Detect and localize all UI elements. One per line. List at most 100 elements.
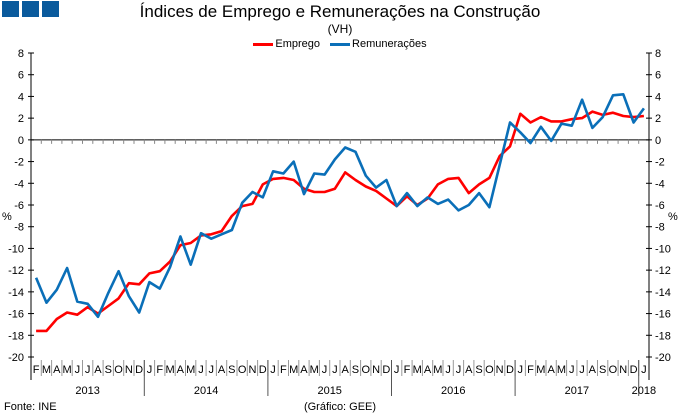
y-tick-label-right: -8 [655,222,665,234]
y-tick-label-left: -6 [14,200,24,212]
legend-swatch [330,43,351,46]
month-label: F [527,364,534,376]
y-tick-label-right: 4 [655,91,661,103]
month-label: S [352,364,359,376]
y-tick-label-right: -16 [655,309,671,321]
legend-swatch [253,43,274,46]
year-label: 2016 [441,385,465,397]
y-tick-label-left: -18 [8,330,24,342]
y-tick-label-left: 0 [18,135,24,147]
month-label: M [186,364,195,376]
y-tick-label-right: 8 [655,48,661,60]
chart-title: Índices de Emprego e Remunerações na Con… [139,2,541,21]
y-axis-label-right: % [668,211,678,223]
year-label: 2015 [317,385,341,397]
y-tick-label-left: 4 [18,91,24,103]
legend-label: Remunerações [352,38,427,50]
month-label: M [433,364,442,376]
month-label: S [228,364,235,376]
month-label: J [198,364,204,376]
y-tick-label-right: -20 [655,352,671,364]
month-label: J [322,364,328,376]
month-label: D [135,364,143,376]
year-label: 2018 [632,385,656,397]
month-label: J [209,364,215,376]
month-label: J [456,364,462,376]
y-tick-label-right: -18 [655,330,671,342]
logo-square [2,1,19,17]
month-label: A [465,364,473,376]
series-line-emprego [36,110,645,333]
month-label: M [62,364,71,376]
legend-item-emprego: Emprego [253,38,320,51]
legend-item-remuneracoes: Remunerações [330,38,427,51]
y-tick-label-right: -12 [655,265,671,277]
month-label: N [372,364,380,376]
y-tick-label-right: 2 [655,113,661,125]
month-label: S [105,364,112,376]
month-label: M [289,364,298,376]
month-label: J [85,364,91,376]
month-label: O [361,364,370,376]
series-line-remuneraes [34,93,645,319]
month-label: M [165,364,174,376]
y-tick-label-left: -8 [14,222,24,234]
month-label: D [259,364,267,376]
month-label: A [218,364,226,376]
month-label: A [341,364,349,376]
y-tick-label-right: -14 [655,287,671,299]
year-label: 2017 [565,385,589,397]
y-tick-label-left: -20 [8,352,24,364]
month-label: O [485,364,494,376]
month-label: N [248,364,256,376]
month-label: A [300,364,308,376]
y-tick-label-left: -12 [8,265,24,277]
month-label: A [424,364,432,376]
month-label: M [413,364,422,376]
month-label: D [382,364,390,376]
month-label: M [557,364,566,376]
y-tick-label-left: -2 [14,157,24,169]
month-label: O [609,364,618,376]
y-tick-label-right: -10 [655,243,671,255]
month-label: D [506,364,514,376]
y-tick-label-right: 6 [655,70,661,82]
month-label: J [518,364,524,376]
month-label: O [238,364,247,376]
y-tick-label-left: 6 [18,70,24,82]
month-label: N [619,364,627,376]
y-tick-label-left: -4 [14,178,24,190]
month-label: J [579,364,585,376]
month-label: M [42,364,51,376]
y-tick-label-left: -14 [8,287,24,299]
y-tick-label-right: -4 [655,178,665,190]
month-label: S [599,364,606,376]
legend: Emprego Remunerações [0,38,680,51]
year-label: 2013 [75,385,99,397]
month-label: J [641,364,647,376]
month-label: A [94,364,102,376]
month-label: O [114,364,123,376]
month-label: N [496,364,504,376]
month-label: M [536,364,545,376]
source-note: Fonte: INE [4,401,57,413]
month-label: A [547,364,555,376]
month-label: F [280,364,287,376]
y-tick-label-left: -10 [8,243,24,255]
logo [2,1,59,17]
month-label: J [569,364,575,376]
chart-subtitle: (VH) [327,22,353,36]
y-tick-label-right: -6 [655,200,665,212]
month-label: F [33,364,40,376]
month-label: J [270,364,276,376]
y-tick-label-left: 8 [18,48,24,60]
y-axis-label-left: % [2,211,12,223]
month-label: F [404,364,411,376]
month-label: J [147,364,153,376]
month-label: J [75,364,81,376]
year-label: 2014 [194,385,218,397]
month-label: J [332,364,338,376]
y-tick-label-left: 2 [18,113,24,125]
month-label: J [445,364,451,376]
